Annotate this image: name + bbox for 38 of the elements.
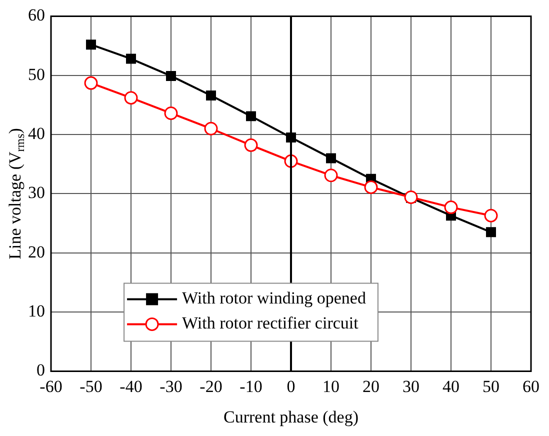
y-tick-label: 30	[28, 183, 45, 202]
point	[84, 76, 98, 90]
y-tick-label: 60	[28, 6, 45, 25]
point	[126, 54, 136, 64]
x-tick-label: -50	[80, 376, 102, 396]
x-tick-label: 40	[442, 376, 460, 396]
point	[444, 200, 458, 214]
y-tick-label: 50	[28, 64, 45, 84]
point	[486, 227, 496, 238]
point	[484, 208, 498, 222]
legend-label: With rotor winding opened	[182, 288, 366, 308]
x-tick-label: -40	[120, 376, 142, 396]
point	[164, 106, 178, 120]
y-tick-label: 10	[28, 302, 45, 320]
x-tick-label: -10	[240, 376, 262, 396]
point	[244, 138, 258, 152]
x-tick-label: -30	[160, 376, 182, 396]
point	[326, 153, 336, 164]
x-tick-label: 50	[482, 376, 500, 396]
legend-label: With rotor rectifier circuit	[182, 314, 359, 333]
x-axis-title: Current phase (deg)	[223, 407, 359, 426]
point	[166, 70, 176, 81]
x-tick-label: 30	[402, 376, 420, 396]
x-tick-label: -20	[200, 376, 222, 396]
y-axis-title: Line voltage (Vrms)	[5, 128, 28, 260]
x-tick-label: 0	[286, 376, 296, 396]
point	[246, 111, 256, 122]
point	[324, 168, 338, 182]
point	[204, 122, 218, 136]
point	[206, 90, 216, 100]
x-tick-label: 10	[322, 376, 340, 396]
point	[124, 91, 138, 105]
x-tick-label: 20	[362, 376, 380, 396]
point	[86, 40, 96, 50]
y-tick-label: 40	[28, 124, 45, 143]
x-tick-label: 60	[522, 376, 540, 396]
point	[364, 180, 378, 194]
y-tick-label: 20	[28, 242, 45, 262]
